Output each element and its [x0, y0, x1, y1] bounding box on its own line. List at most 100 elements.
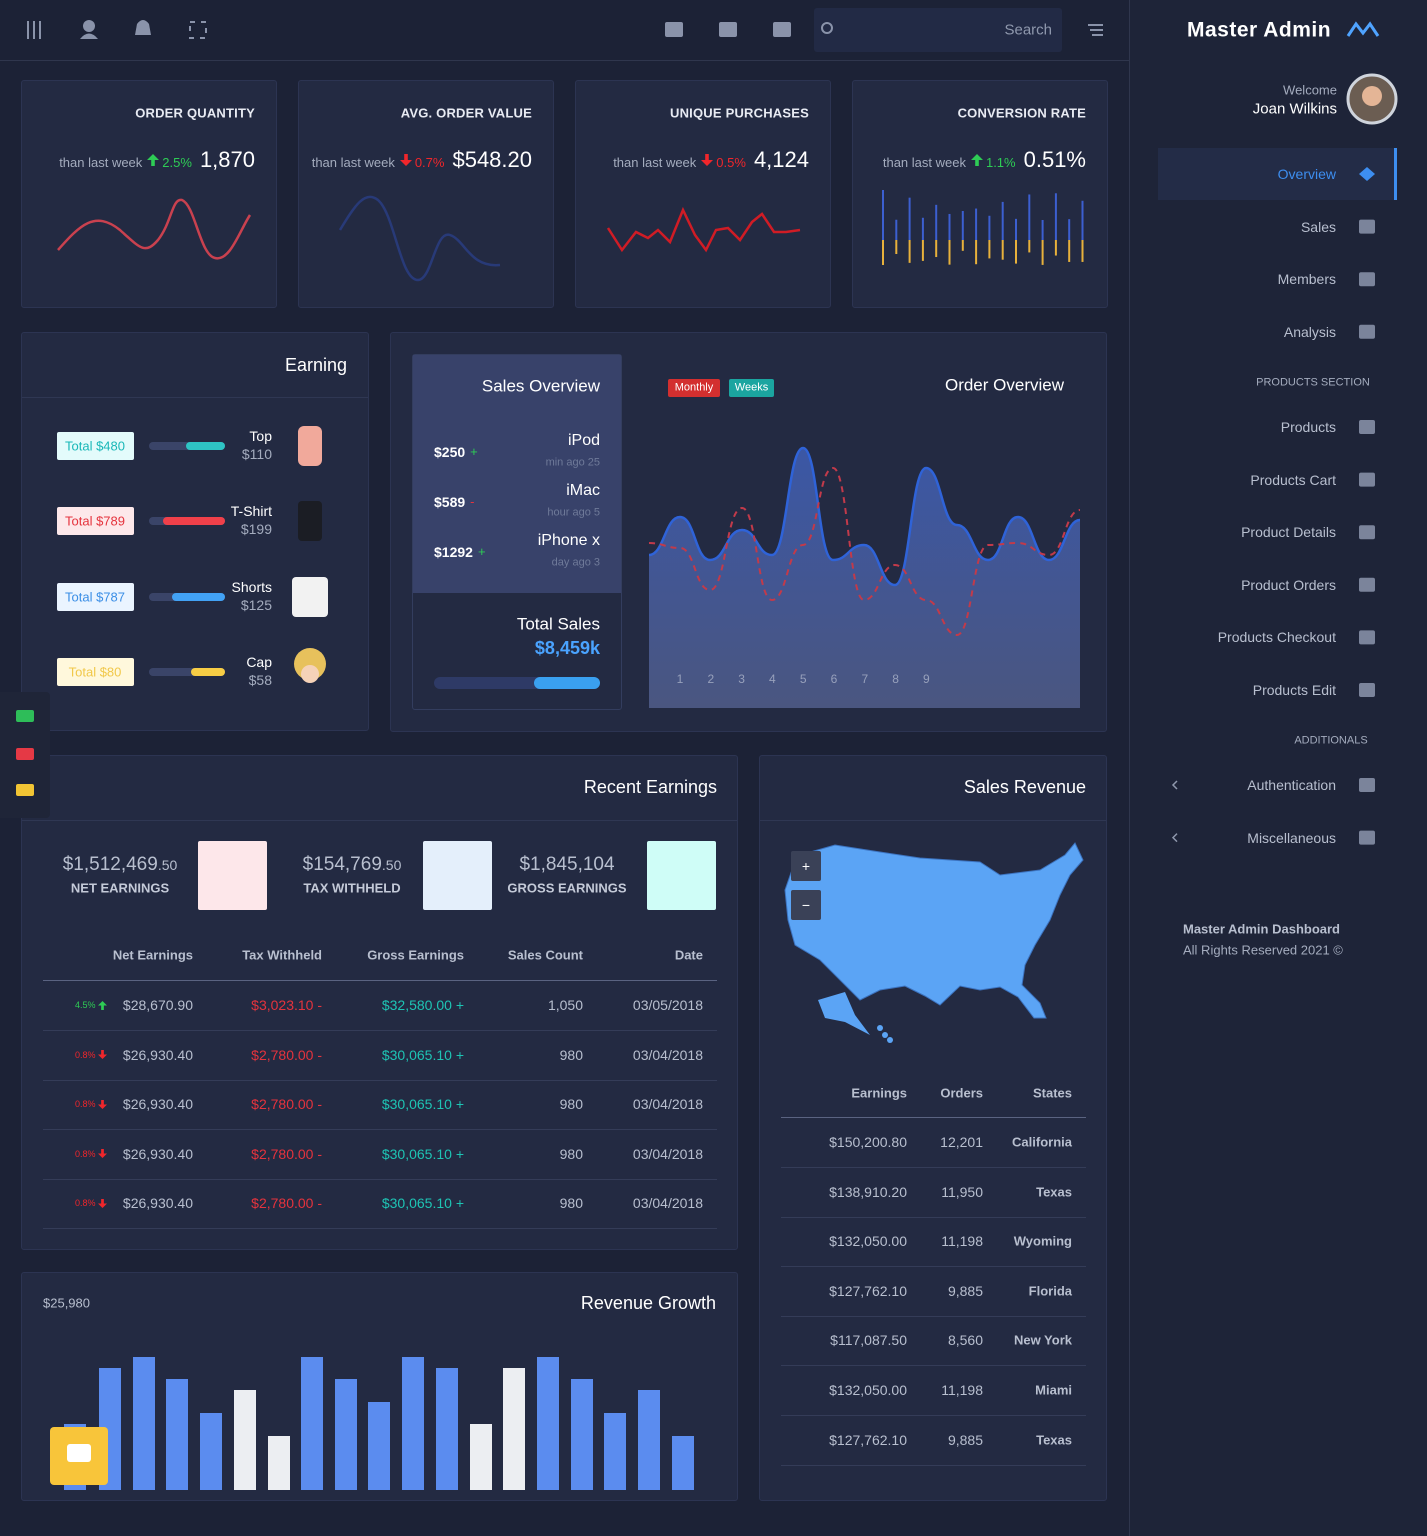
cell: 8,560: [947, 1332, 983, 1349]
product-image: [301, 665, 319, 683]
stat-compare: than last week: [882, 155, 966, 170]
row-line: [781, 1216, 1086, 1218]
menu-item[interactable]: Products Cart: [1250, 471, 1336, 488]
menu-item[interactable]: Products: [1280, 419, 1336, 435]
user-name: Joan Wilkins: [1252, 100, 1337, 118]
arrow-shape: [97, 1050, 107, 1060]
row-line: [781, 1315, 1086, 1317]
x-label: 7: [861, 672, 869, 686]
menu-icon: [1359, 525, 1375, 540]
trend-arrow: [97, 1000, 107, 1010]
stat-compare: than last week: [59, 155, 143, 170]
menu-item[interactable]: Products Edit: [1252, 682, 1336, 698]
card-title: Sales Overview: [481, 376, 600, 396]
menu-icon: [1359, 420, 1375, 434]
product-price: $58: [248, 672, 272, 688]
growth-bar: [436, 1368, 458, 1490]
card-title: Earning: [284, 355, 347, 375]
footer-title: Master Admin Dashboard: [1183, 921, 1340, 937]
row-line: [43, 1178, 717, 1180]
search-box[interactable]: [814, 8, 1062, 52]
cell: $3,023.10 -: [251, 997, 322, 1013]
divider: [760, 820, 1106, 821]
footer-rights: All Rights Reserved 2021 ©: [1183, 942, 1343, 958]
divider: [22, 820, 737, 821]
cell: 03/04/2018: [632, 1195, 703, 1212]
menu-heading: ADDITIONALS: [1294, 734, 1368, 747]
stat-change: 1.1%: [985, 155, 1016, 170]
arrow-shape: [97, 1000, 107, 1010]
item-name: iPhone x: [537, 532, 600, 549]
card-title: Order Overview: [944, 375, 1064, 395]
row-line: [781, 1365, 1086, 1367]
cell: California: [1012, 1134, 1072, 1150]
summary-value: $1,512,469.50: [63, 854, 178, 876]
product-image: [292, 577, 328, 617]
menu-item[interactable]: Miscellaneous: [1247, 829, 1336, 846]
zoom-in[interactable]: +: [801, 858, 811, 874]
cell: $132,050.00: [829, 1382, 907, 1398]
chevron: [1171, 780, 1178, 790]
menu-item[interactable]: Product Details: [1241, 524, 1336, 541]
summary-amount: $1,845,104: [519, 854, 615, 875]
stat-row: than last week 0.5% 4,124: [613, 147, 809, 173]
tab[interactable]: [729, 379, 774, 397]
stat-card: [298, 80, 554, 308]
stat-row: than last week 0.7% $548.20: [312, 147, 532, 173]
stat-change: 0.7%: [414, 155, 445, 170]
change-value: 0.8%: [75, 1099, 96, 1110]
trend-arrow: [97, 1050, 107, 1060]
widget-icon: [16, 784, 34, 796]
arrow-shape: [97, 1149, 107, 1159]
growth-bar: [166, 1379, 188, 1490]
trend-arrow: [97, 1149, 107, 1159]
arrow-shape: [970, 154, 983, 166]
cell: $2,780.00 -: [251, 1145, 322, 1162]
menu-item[interactable]: Members: [1277, 271, 1336, 288]
menu-item[interactable]: Authentication: [1247, 777, 1336, 793]
chat-icon: [67, 1444, 91, 1462]
cell: 9,885: [947, 1282, 983, 1299]
total-badge: [57, 658, 134, 686]
stat-card: [21, 80, 277, 308]
menu-icon: [1359, 472, 1375, 487]
menu-item[interactable]: Product Orders: [1241, 576, 1336, 593]
search-placeholder[interactable]: Search: [1004, 21, 1052, 39]
cell: New York: [1013, 1332, 1072, 1348]
welcome: Welcome: [1283, 82, 1337, 98]
icon: [665, 22, 683, 37]
card-title: Sales Revenue: [963, 777, 1086, 797]
stat-change: 0.5%: [716, 155, 746, 170]
stat-card: [575, 80, 831, 308]
summary-label: NET EARNINGS: [70, 880, 170, 896]
cell: $2,780.00 -: [251, 1046, 322, 1063]
menu-item[interactable]: Sales: [1300, 218, 1336, 235]
menu-item[interactable]: Products Checkout: [1217, 629, 1336, 646]
cell: 980: [559, 1145, 583, 1162]
stat-value: 1,870: [199, 147, 255, 172]
x-label: 3: [738, 672, 745, 686]
menu-item[interactable]: Overview: [1277, 166, 1336, 182]
menu-icon: [1359, 630, 1375, 645]
x-label: 8: [892, 672, 899, 686]
progress-fill: [172, 593, 225, 601]
tab-label[interactable]: Monthly: [674, 381, 714, 394]
x-label: 4: [769, 672, 776, 686]
tab[interactable]: [668, 379, 720, 397]
cell: $127,762.10: [829, 1282, 907, 1299]
growth-bar: [234, 1390, 256, 1490]
zoom-out[interactable]: −: [801, 897, 811, 913]
tab-label[interactable]: Weeks: [734, 381, 769, 394]
x-label: 1: [676, 672, 684, 686]
total-value: $8,459k: [534, 638, 600, 658]
arrow-shape: [701, 154, 714, 166]
progress-track: [149, 668, 225, 676]
progress-fill: [191, 668, 225, 676]
icon: [189, 21, 207, 39]
total-label: Total Sales: [516, 614, 600, 634]
menu-item[interactable]: Analysis: [1283, 323, 1336, 340]
row-line: [43, 1129, 717, 1131]
summary-icon-box: [198, 841, 267, 910]
menu-icon: [1359, 778, 1375, 792]
